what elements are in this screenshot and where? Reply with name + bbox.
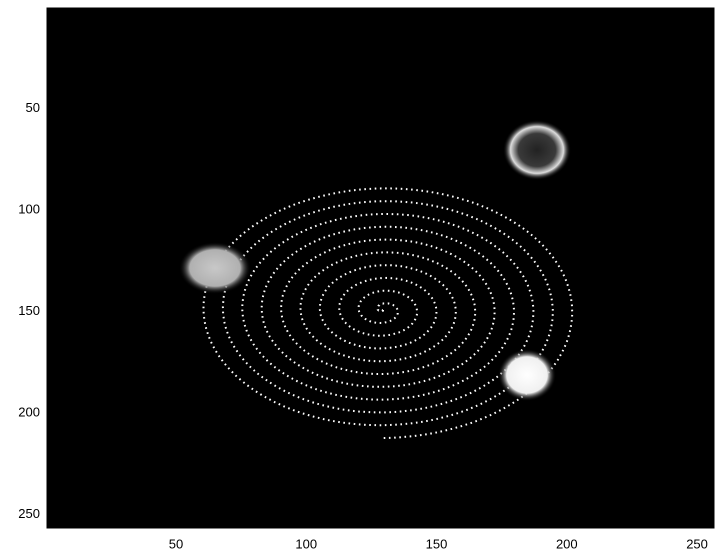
figure: 50 100 150 200 250 50 100 150 200 250 xyxy=(0,0,719,554)
y-tick-label: 100 xyxy=(18,202,40,217)
blob xyxy=(498,349,556,401)
x-tick-label: 200 xyxy=(556,536,578,551)
blob xyxy=(179,242,251,294)
image xyxy=(47,8,714,528)
y-tick-label: 250 xyxy=(18,506,40,521)
x-tick-label: 250 xyxy=(686,536,708,551)
y-tick-label: 200 xyxy=(18,405,40,420)
blob xyxy=(503,120,571,180)
y-tick-label: 50 xyxy=(26,100,40,115)
x-tick-label: 50 xyxy=(169,536,183,551)
x-tick-label: 150 xyxy=(426,536,448,551)
y-tick-label: 150 xyxy=(18,303,40,318)
axes xyxy=(47,8,714,528)
x-tick-label: 100 xyxy=(295,536,317,551)
